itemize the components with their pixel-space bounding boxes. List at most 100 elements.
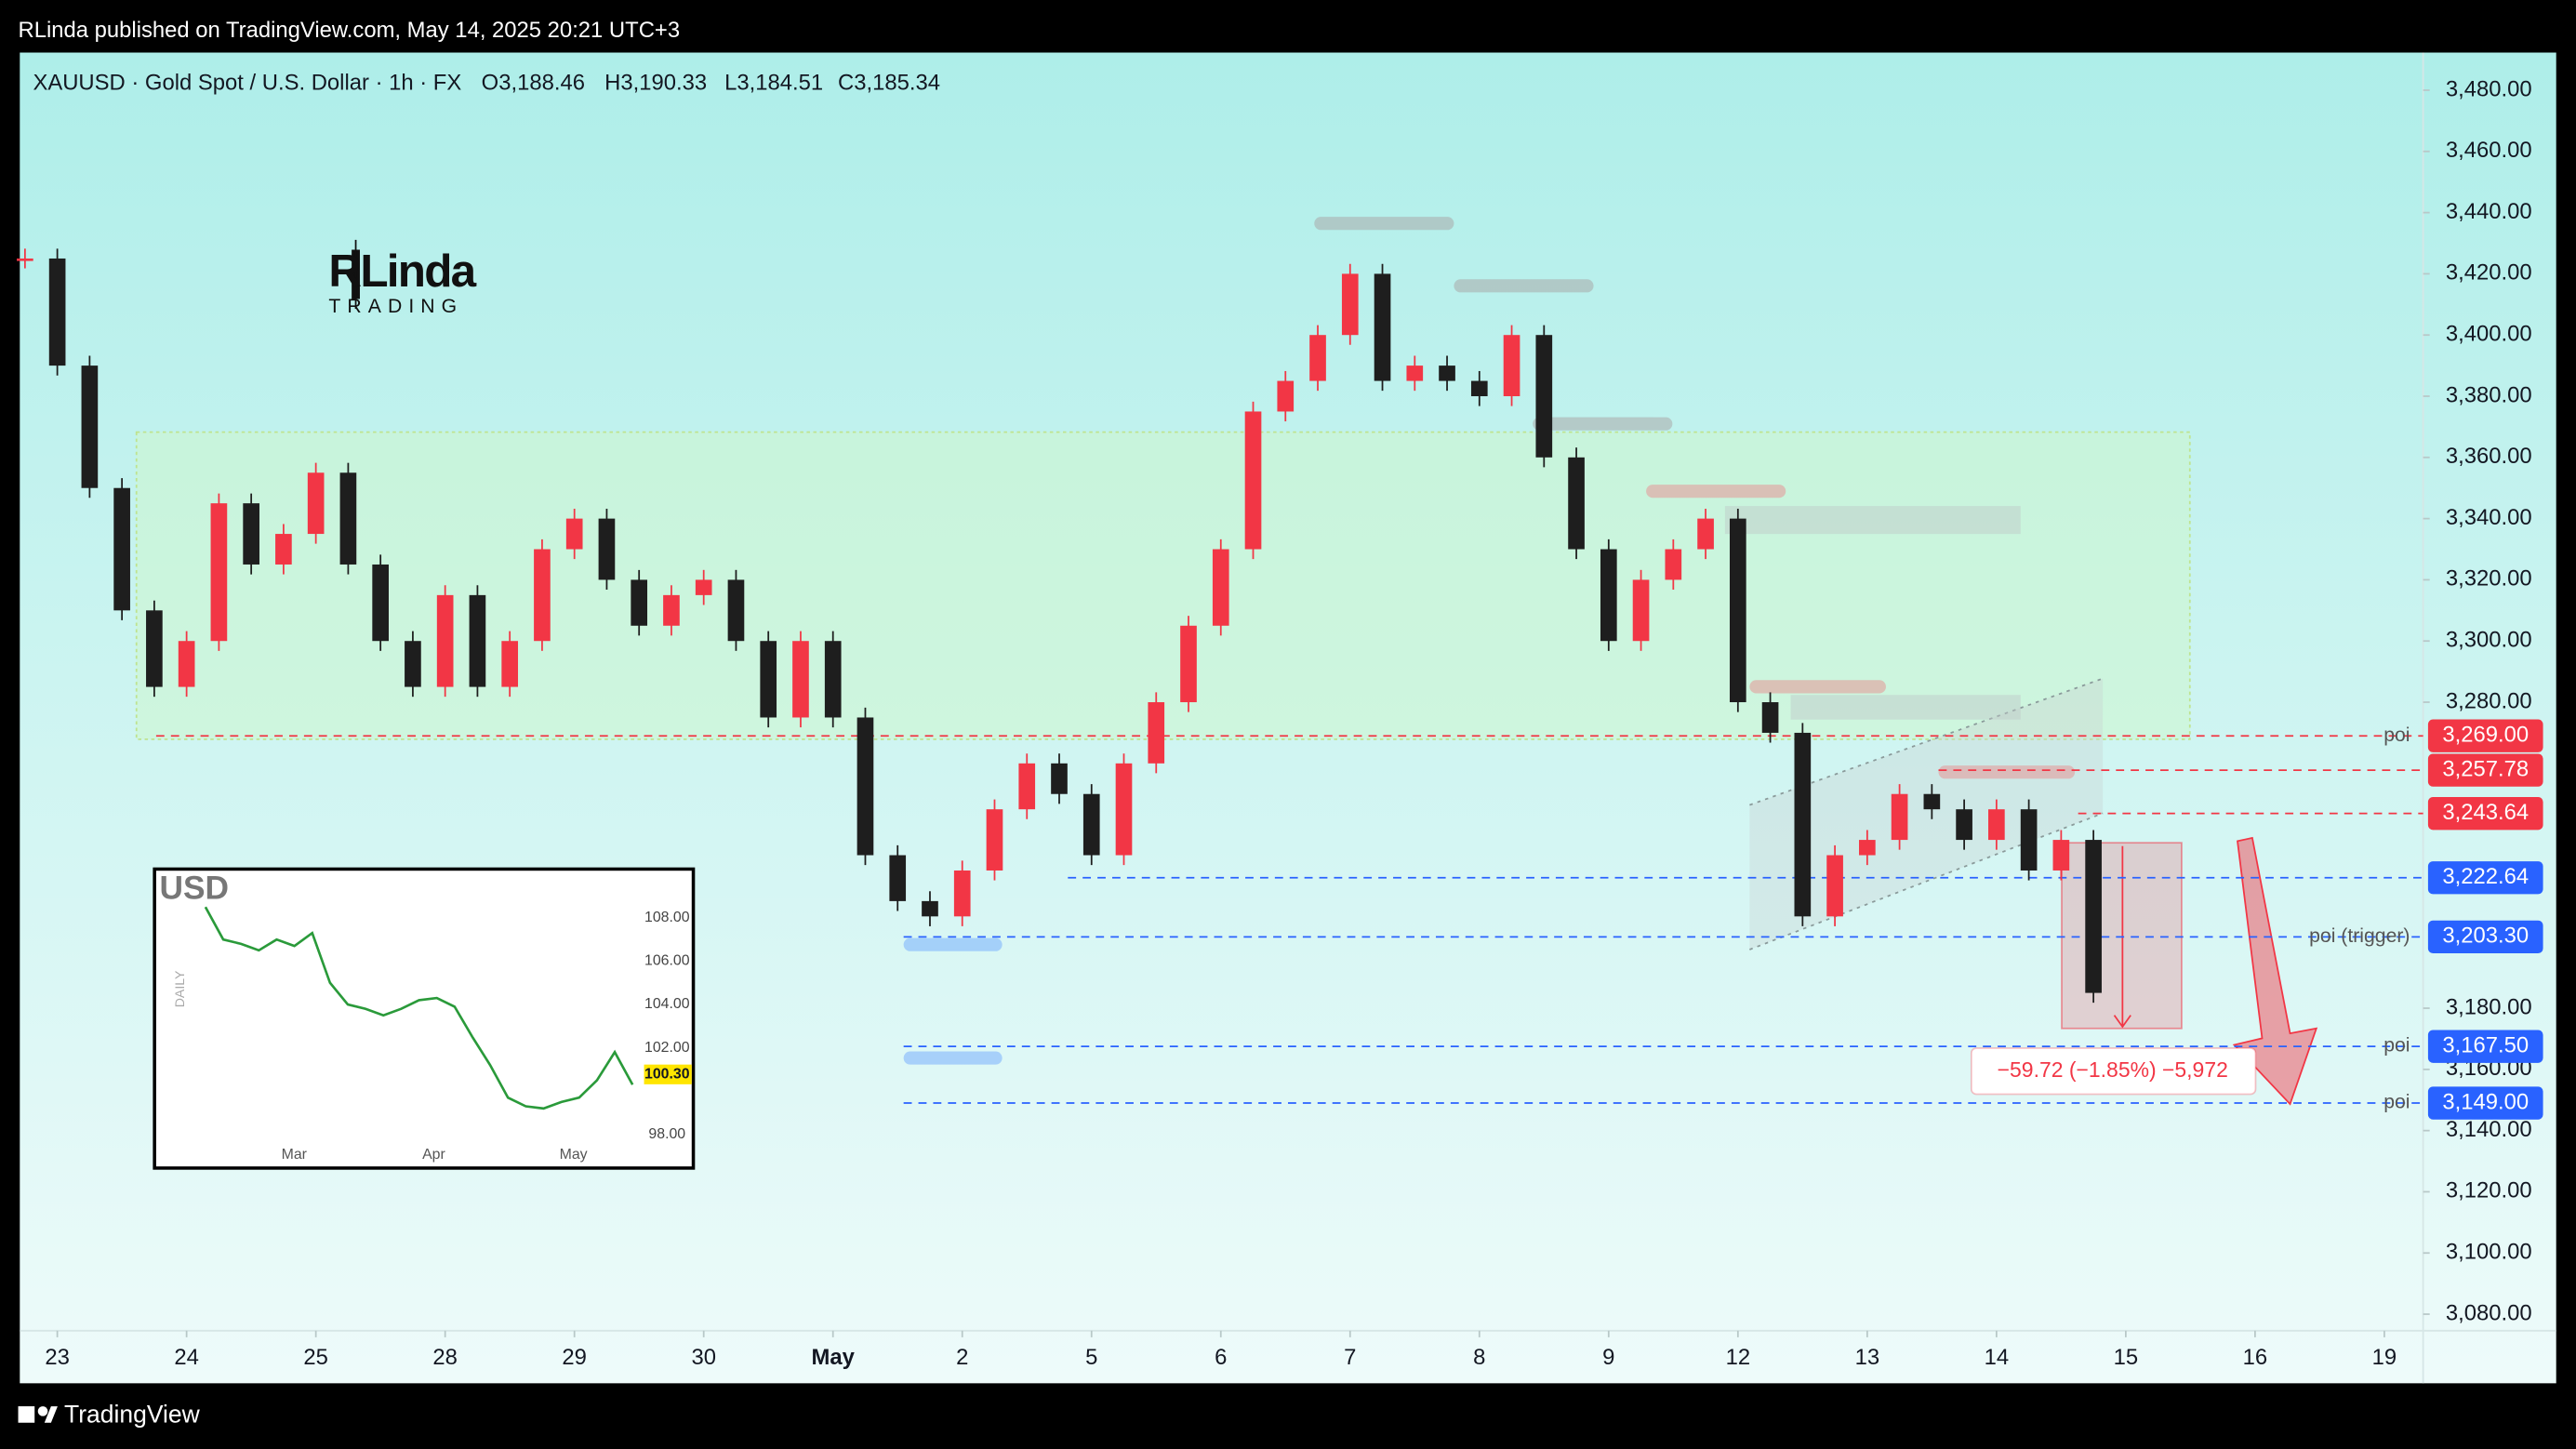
candle (663, 594, 680, 626)
candle (1212, 549, 1229, 626)
candle (534, 549, 551, 642)
candle (953, 870, 971, 917)
y-tick-label: 3,100.00 (2446, 1240, 2532, 1265)
ohlc-value: C3,185.34 (838, 70, 940, 95)
level-note: poi (trigger) (2309, 925, 2410, 947)
candle (760, 641, 777, 718)
publisher: RLinda published on TradingView.com, May… (19, 18, 681, 43)
x-tick-label: 12 (1726, 1345, 1751, 1370)
y-tick-label: 3,480.00 (2446, 76, 2532, 101)
price-tag-label: 3,269.00 (2442, 723, 2529, 748)
y-tick-label: 3,380.00 (2446, 382, 2532, 407)
candle (565, 518, 583, 550)
candle (631, 579, 648, 626)
x-tick-label: May (812, 1345, 856, 1370)
candle (1018, 763, 1036, 810)
x-tick-label: 15 (2114, 1345, 2139, 1370)
candle (17, 258, 33, 261)
channel-line (1749, 677, 2104, 806)
plot: poi poi (trigger) poi poi (17, 248, 2423, 1113)
candle (2052, 840, 2070, 871)
y-tick-label: 3,320.00 (2446, 566, 2532, 592)
candle (1180, 625, 1197, 703)
candle (1632, 579, 1650, 642)
candle (1148, 702, 1165, 764)
highlight-bars (1646, 485, 2076, 779)
y-tick-label: 3,280.00 (2446, 688, 2532, 713)
candle (178, 641, 195, 687)
logo: RLinda TRADING (328, 239, 478, 317)
svg-text:RLinda: RLinda (328, 246, 476, 297)
candle (1891, 793, 1908, 841)
inset-y-tick-label: 106.00 (644, 953, 690, 969)
price-tag-label: 3,222.64 (2442, 864, 2529, 889)
candle (1923, 793, 1941, 810)
target-pills (903, 937, 1003, 1065)
x-tick-label: 29 (562, 1345, 587, 1370)
candle (1568, 457, 1585, 550)
candle (1051, 763, 1068, 794)
candle (48, 258, 66, 366)
candle (1341, 273, 1359, 336)
measure-label-box (1970, 1047, 2257, 1096)
x-tick-label: 2 (956, 1345, 968, 1370)
inset-month: Apr (422, 1147, 445, 1163)
candle (1794, 732, 1812, 917)
candle (986, 809, 1003, 871)
candle (1470, 380, 1488, 397)
candle (275, 534, 292, 565)
candle (81, 366, 99, 488)
x-tick-label: 23 (45, 1345, 70, 1370)
tv-logo (18, 1406, 58, 1423)
x-tick-label: 7 (1344, 1345, 1356, 1370)
candle (1244, 411, 1262, 550)
candle (1697, 518, 1714, 550)
candle (469, 594, 486, 687)
inset-price: 100.30 (644, 1066, 690, 1082)
candle (146, 610, 163, 687)
candle (1115, 763, 1133, 856)
y-tick-label: 3,400.00 (2446, 322, 2532, 347)
ohlc-value: L3,184.51 (724, 70, 823, 95)
x-tick-label: 19 (2372, 1345, 2397, 1370)
inset: USD DAILY 108.00 106.00 104.00 102.00 98.00 M… (153, 867, 696, 1170)
inset-title: USD (159, 871, 229, 907)
candle (1439, 366, 1455, 381)
highlight-bars (1314, 217, 1673, 431)
candle (243, 503, 259, 565)
price-tag-label: 3,203.30 (2442, 924, 2529, 949)
candle (2085, 840, 2102, 993)
price-tag-label: 3,257.78 (2442, 756, 2529, 781)
price-tag (2427, 719, 2543, 752)
y-tick-label: 3,080.00 (2446, 1300, 2532, 1325)
x-tick-label: 16 (2243, 1345, 2268, 1370)
inset-price-tag (644, 1064, 692, 1084)
candle (1665, 549, 1682, 580)
level-note: poi (2383, 724, 2410, 746)
x-tick-label: 25 (303, 1345, 328, 1370)
candle (598, 518, 616, 580)
y-tick-label: 3,120.00 (2446, 1178, 2532, 1203)
inset-line (204, 906, 634, 1110)
candle (339, 472, 357, 565)
candle (1956, 809, 1972, 841)
candle (856, 717, 874, 856)
svg-text:TRADING: TRADING (328, 296, 463, 317)
x-tick-label: 28 (432, 1345, 458, 1370)
zone (1724, 506, 2021, 535)
candle (1503, 335, 1520, 397)
y-tick-label: 3,140.00 (2446, 1117, 2532, 1142)
candle (889, 855, 907, 901)
candle (501, 641, 519, 687)
candle (922, 900, 938, 917)
price-tag (2427, 1030, 2543, 1063)
candle (113, 487, 130, 611)
candle (1859, 840, 1876, 856)
level-note: poi (2383, 1092, 2410, 1113)
x-tick-label: 13 (1855, 1345, 1880, 1370)
inset-y-tick-label: 102.00 (644, 1040, 690, 1056)
inset-y-tick-label: 104.00 (644, 996, 690, 1012)
y-tick-label: 3,440.00 (2446, 199, 2532, 224)
brand: TradingView (64, 1401, 201, 1429)
